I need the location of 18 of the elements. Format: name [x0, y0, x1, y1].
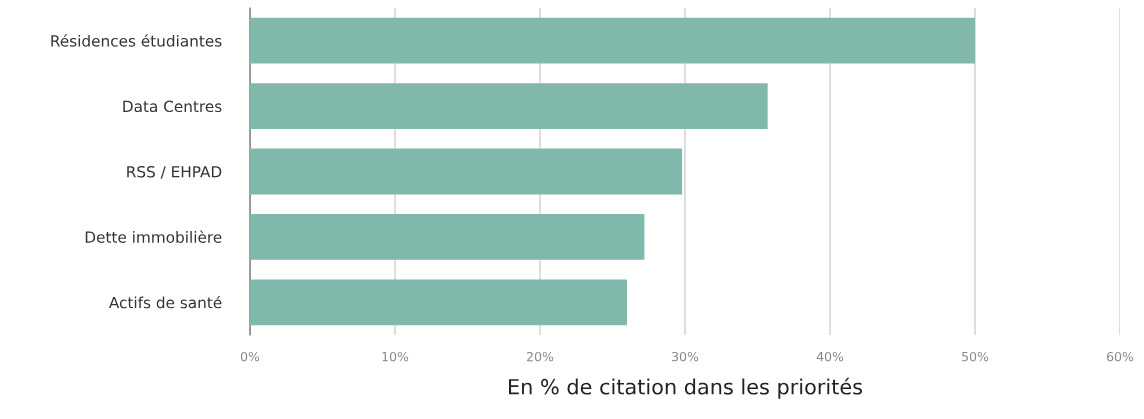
- x-tick-label: 30%: [672, 351, 699, 362]
- y-tick-label: Actifs de santé: [108, 295, 222, 309]
- bar: [250, 83, 768, 129]
- bar: [250, 17, 975, 64]
- x-axis-title: En % de citation dans les priorités: [509, 377, 863, 399]
- y-tick-label: RSS / EHPAD: [127, 165, 222, 179]
- x-tick-label: 40%: [816, 351, 844, 362]
- x-tick-label: 20%: [527, 351, 554, 362]
- x-tick-label: 0%: [240, 351, 260, 362]
- x-tick-label: 10%: [382, 351, 409, 362]
- y-tick-label: Résidences étudiantes: [51, 34, 222, 47]
- bar: [250, 214, 645, 260]
- y-tick-label: Dette immobilière: [85, 230, 222, 243]
- bar: [250, 148, 683, 195]
- y-tick-label: Data Centres: [123, 100, 222, 113]
- x-tick-label: 60%: [1106, 351, 1134, 362]
- bar: [250, 279, 627, 326]
- x-tick-label: 50%: [962, 351, 989, 362]
